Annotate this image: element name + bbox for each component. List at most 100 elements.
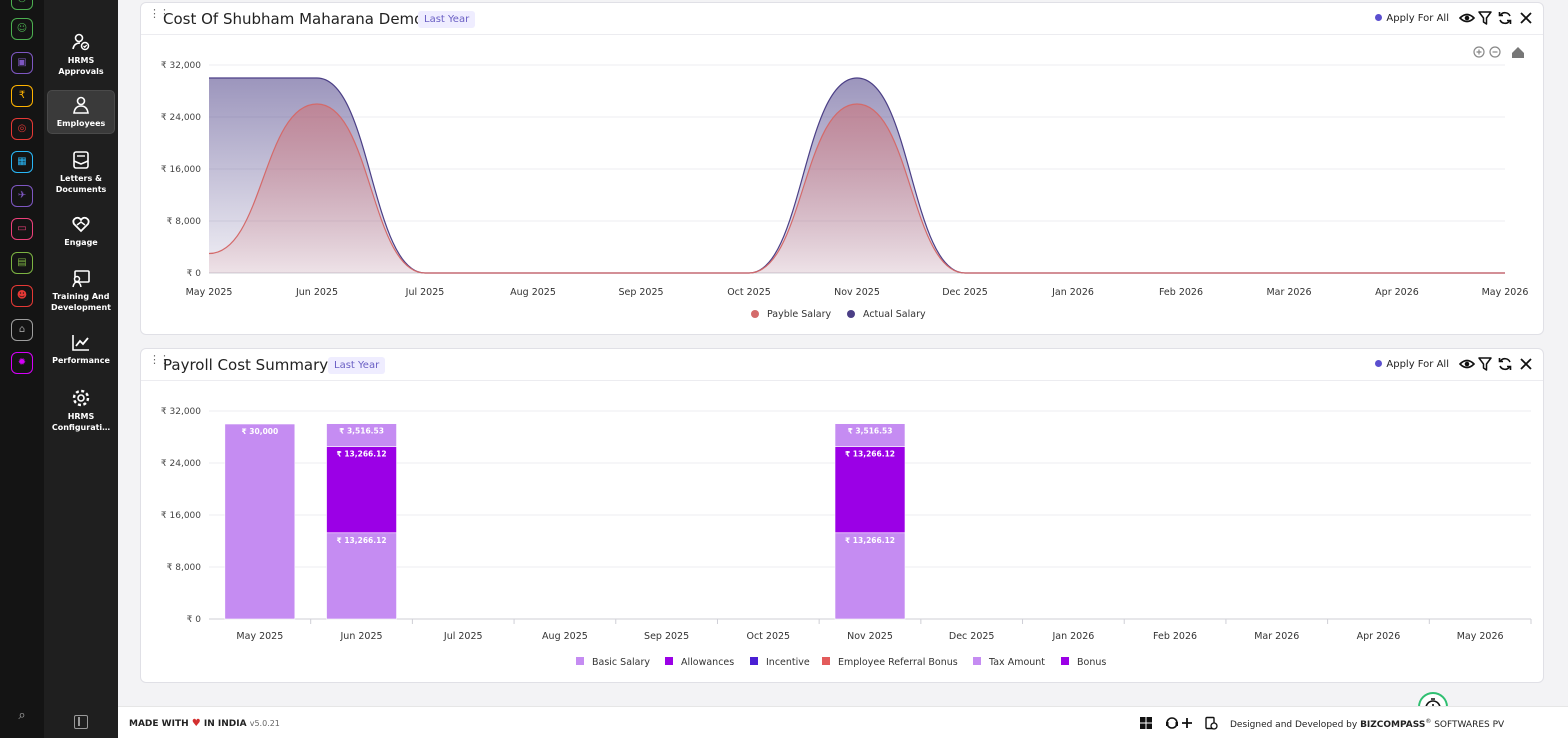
zoom-in-icon[interactable]	[1473, 46, 1485, 58]
legend-marker[interactable]	[750, 657, 758, 665]
legend-label[interactable]: Incentive	[766, 657, 810, 668]
apply-for-all-button[interactable]: Apply For All	[1375, 359, 1449, 370]
x-tick-label: Jul 2025	[443, 631, 483, 642]
x-tick-label: May 2025	[236, 631, 283, 642]
x-tick-label: Apr 2026	[1357, 631, 1401, 642]
y-tick-label: ₹ 0	[187, 269, 202, 279]
rail-monitor-icon[interactable]: ▭	[11, 218, 33, 240]
rail-document-icon[interactable]: ▤	[11, 252, 33, 274]
company-suffix: SOFTWARES PV	[1434, 720, 1505, 730]
apply-label: Apply For All	[1386, 13, 1449, 24]
zoom-in-plus	[1476, 49, 1482, 55]
rail-money-icon[interactable]: ₹	[11, 85, 33, 107]
legend-label[interactable]: Payble Salary	[767, 309, 831, 320]
payable-salary-area	[209, 104, 1505, 273]
made-in-india-text: MADE WITH ♥ IN INDIA v5.0.21	[129, 718, 280, 729]
x-tick-label: Nov 2025	[847, 631, 893, 642]
zoom-out-icon[interactable]	[1489, 46, 1501, 58]
sidebar-item-engage[interactable]: Engage	[47, 212, 115, 252]
apply-dot-icon	[1375, 14, 1383, 21]
handshake-icon	[72, 216, 90, 233]
legend-label[interactable]: Tax Amount	[988, 657, 1045, 668]
legend-marker[interactable]	[822, 657, 830, 665]
drag-handle-icon[interactable]: ⋮⋮	[149, 353, 170, 366]
add-icon[interactable]	[1180, 716, 1194, 730]
rail-home-icon[interactable]: ⌂	[11, 319, 33, 341]
eye-icon[interactable]	[1459, 10, 1475, 26]
eye-icon[interactable]	[1459, 356, 1475, 372]
sidebar-item-label: Letters & Documents	[55, 174, 107, 194]
legend-marker[interactable]	[973, 657, 981, 665]
rail-face-icon[interactable]: ☺	[11, 18, 33, 40]
bar-data-label: ₹ 13,266.12	[337, 450, 387, 459]
refresh-icon[interactable]	[1497, 356, 1513, 372]
x-tick-label: Jan 2026	[1051, 631, 1094, 642]
x-tick-label: Nov 2025	[834, 287, 880, 298]
trend-icon	[72, 335, 89, 351]
sidebar-item-hrms-approvals[interactable]: HRMS Approvals	[47, 30, 115, 82]
legend-marker[interactable]	[1061, 657, 1069, 665]
sidebar-item-letters-documents[interactable]: Letters & Documents	[47, 148, 115, 200]
legend-marker[interactable]	[665, 657, 673, 665]
legend-label[interactable]: Bonus	[1077, 657, 1106, 668]
close-icon[interactable]	[1518, 356, 1534, 372]
filter-icon[interactable]	[1477, 356, 1493, 372]
designed-prefix: Designed and Developed by	[1230, 720, 1358, 730]
x-tick-label: Sep 2025	[618, 287, 663, 298]
support-agent-icon[interactable]	[1165, 716, 1179, 730]
legend-label[interactable]: Actual Salary	[863, 309, 926, 320]
bar-segment[interactable]	[326, 532, 397, 620]
y-tick-label: ₹ 8,000	[167, 217, 202, 227]
module-rail: ◷ ☺ ▣ ₹ ◎ ▦ ✈ ▭ ▤ ☻ ⌂ ✹ ⌕	[0, 0, 44, 738]
main-content: ⋮⋮ Cost Of Shubham Maharana Demo Last Ye…	[118, 0, 1568, 706]
legend-label[interactable]: Employee Referral Bonus	[838, 657, 958, 668]
sidebar-item-performance[interactable]: Performance	[47, 330, 115, 370]
reset-zoom-home-icon[interactable]	[1512, 47, 1524, 58]
bar-segment[interactable]	[326, 423, 397, 447]
rail-briefcase-icon[interactable]: ▣	[11, 52, 33, 74]
drag-handle-icon[interactable]: ⋮⋮	[149, 7, 170, 20]
sidebar-item-hrms-configurati[interactable]: HRMS Configurati…	[47, 386, 115, 438]
designed-by-text: Designed and Developed by BIZCOMPASS® SO…	[1230, 718, 1504, 730]
rail-calendar-icon[interactable]: ▦	[11, 151, 33, 173]
y-tick-label: ₹ 24,000	[161, 459, 201, 469]
legend-label[interactable]: Allowances	[681, 657, 734, 668]
sidebar-item-attendance[interactable]: Attendance	[47, 0, 115, 8]
rail-target-icon[interactable]: ◎	[11, 118, 33, 140]
collapse-sidebar-icon[interactable]	[74, 715, 88, 729]
bar-segment[interactable]	[834, 446, 906, 534]
sidebar-item-label: Training And Development	[51, 292, 111, 312]
apply-for-all-button[interactable]: Apply For All	[1375, 13, 1449, 24]
close-icon[interactable]	[1518, 10, 1534, 26]
x-tick-label: Mar 2026	[1254, 631, 1299, 642]
x-tick-label: Sep 2025	[644, 631, 689, 642]
rail-plane-icon[interactable]: ✈	[11, 185, 33, 207]
refresh-icon[interactable]	[1497, 10, 1513, 26]
x-tick-label: Dec 2025	[949, 631, 995, 642]
filter-icon[interactable]	[1477, 10, 1493, 26]
legend-marker[interactable]	[576, 657, 584, 665]
rail-badge-icon[interactable]: ☻	[11, 285, 33, 307]
y-tick-label: ₹ 24,000	[161, 113, 201, 123]
payroll-chart-card: ⋮⋮ Payroll Cost Summary Last Year Apply …	[140, 348, 1544, 683]
bar-segment[interactable]	[224, 423, 296, 620]
windows-icon[interactable]	[1139, 716, 1153, 730]
rail-attendance-icon[interactable]: ◷	[11, 0, 33, 10]
period-badge[interactable]: Last Year	[418, 11, 476, 28]
apply-label: Apply For All	[1386, 359, 1449, 370]
period-badge[interactable]: Last Year	[328, 357, 386, 374]
legend-marker[interactable]	[751, 310, 759, 318]
bar-segment[interactable]	[834, 532, 906, 620]
search-icon[interactable]: ⌕	[18, 708, 26, 723]
legend-marker[interactable]	[847, 310, 855, 318]
document-clock-icon[interactable]	[1204, 716, 1218, 730]
sidebar-item-training-and-development[interactable]: Training And Development	[47, 266, 115, 318]
rail-gear-icon[interactable]: ✹	[11, 352, 33, 374]
sidebar-item-employees[interactable]: Employees	[47, 90, 115, 134]
bar-segment[interactable]	[326, 446, 397, 534]
card-title: Cost Of Shubham Maharana Demo	[163, 10, 424, 28]
x-tick-label: Jun 2025	[340, 631, 383, 642]
legend-label[interactable]: Basic Salary	[592, 657, 650, 668]
sidebar-item-label: Engage	[64, 238, 98, 247]
bar-segment[interactable]	[834, 423, 906, 447]
